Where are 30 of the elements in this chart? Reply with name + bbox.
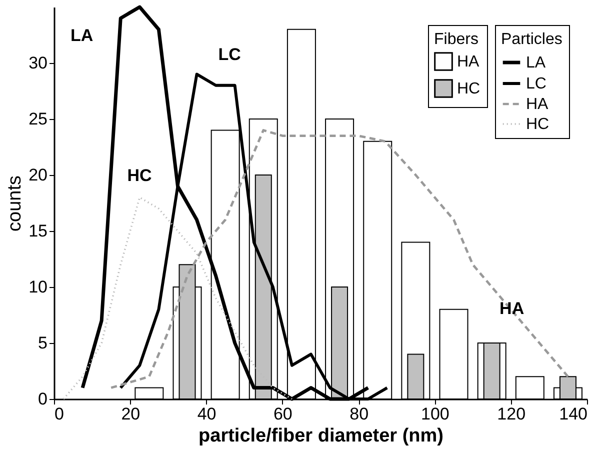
x-tick-label: 80 bbox=[350, 404, 369, 424]
x-axis-title: particle/fiber diameter (nm) bbox=[198, 426, 444, 446]
annotation: HC bbox=[127, 166, 152, 185]
legend-label: HA bbox=[457, 54, 480, 70]
x-tick-label: 60 bbox=[273, 404, 292, 424]
x-tick-label: 40 bbox=[197, 404, 216, 424]
legend-label: LC bbox=[526, 76, 546, 92]
x-tick-label: 100 bbox=[421, 404, 450, 424]
annotation: HA bbox=[500, 299, 524, 318]
x-tick-label: 120 bbox=[497, 404, 526, 424]
y-tick-label: 25 bbox=[28, 110, 48, 128]
line-series bbox=[110, 129, 570, 389]
x-tick-label: 140 bbox=[559, 404, 588, 424]
y-tick-label: 15 bbox=[28, 222, 48, 240]
y-tick-label: 10 bbox=[28, 278, 48, 296]
x-tick-label: 0 bbox=[54, 404, 64, 424]
legend-label: HC bbox=[526, 116, 550, 133]
text: Fibers bbox=[434, 31, 478, 48]
y-tick-label: 20 bbox=[28, 166, 48, 184]
annotation: LC bbox=[218, 45, 241, 64]
annotation: LA bbox=[70, 26, 94, 46]
legend-label: HC bbox=[457, 80, 480, 98]
y-tick-label: 5 bbox=[38, 334, 48, 352]
legend-label: HA bbox=[526, 96, 549, 113]
x-tick-label: 20 bbox=[121, 404, 140, 424]
y-axis-title: counts bbox=[4, 176, 26, 232]
text: Particles bbox=[501, 31, 562, 48]
y-tick-label: 30 bbox=[28, 54, 48, 72]
y-tick-label: 0 bbox=[38, 390, 48, 408]
legend-label: LA bbox=[526, 54, 546, 72]
